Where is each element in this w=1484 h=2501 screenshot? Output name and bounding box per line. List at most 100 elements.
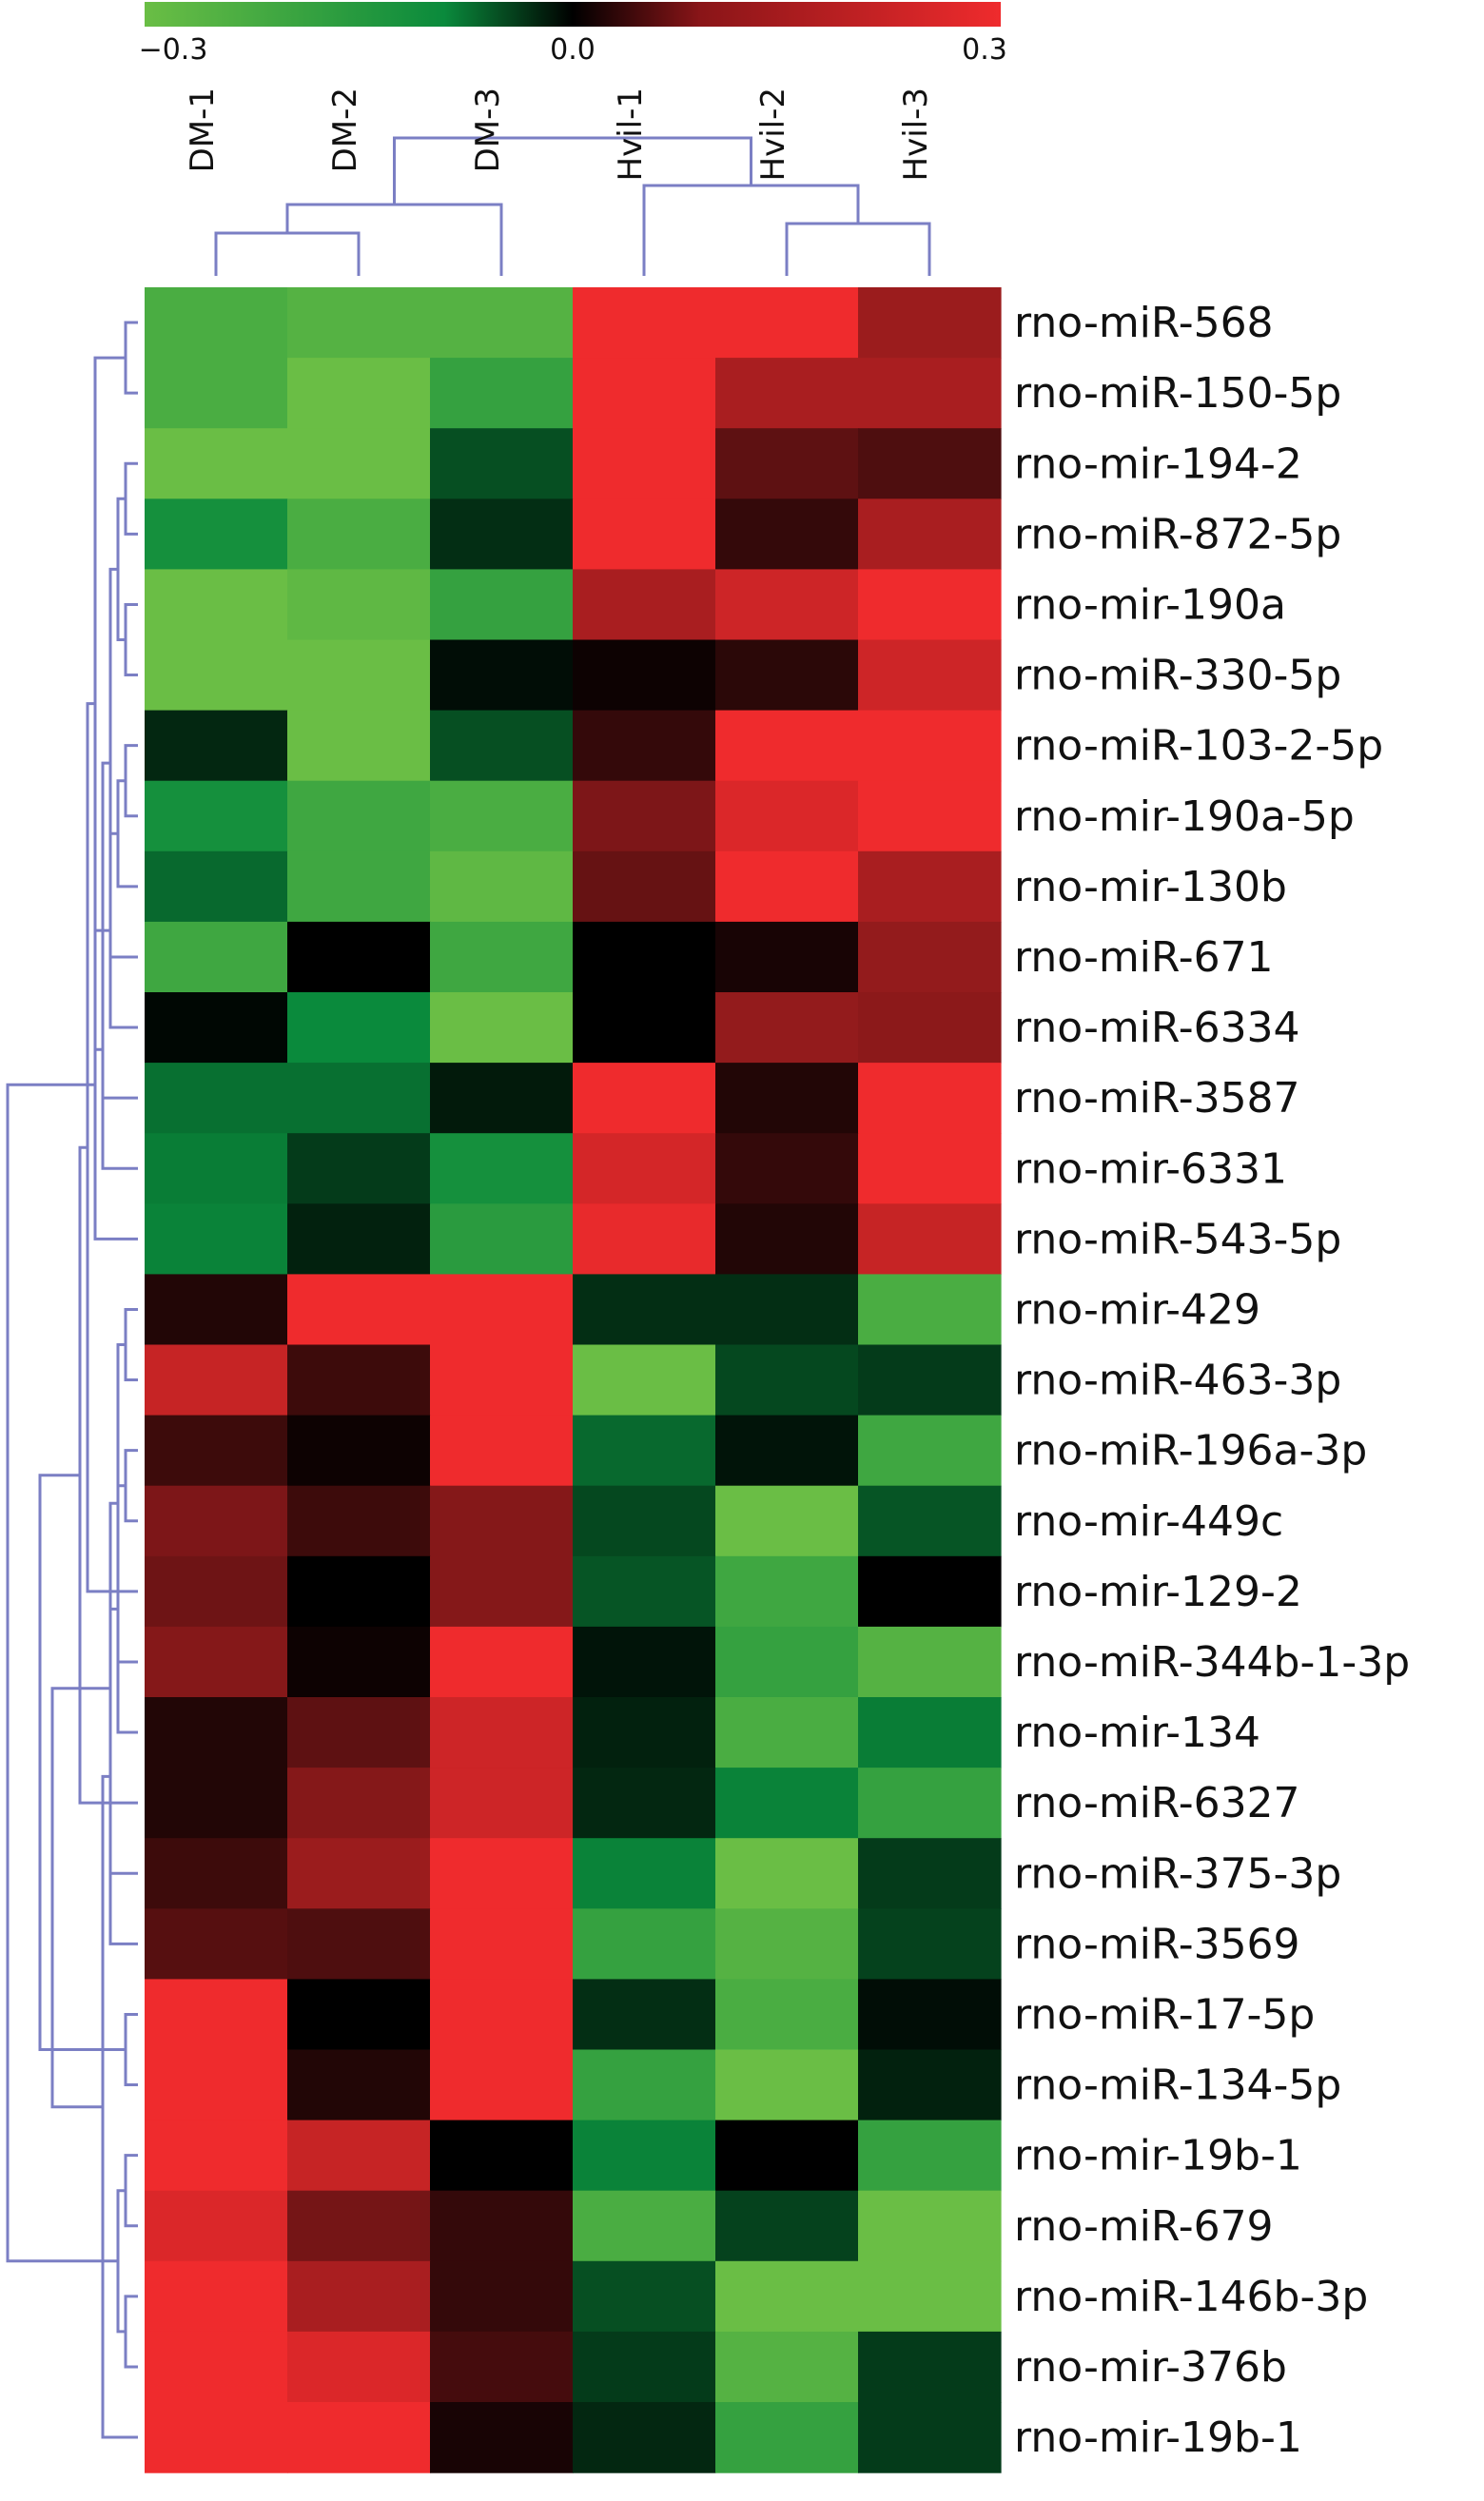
heatmap-cell xyxy=(287,1768,431,1839)
dendrogram-link xyxy=(393,136,752,205)
heatmap-cell xyxy=(145,2331,288,2403)
heatmap-cell xyxy=(287,428,431,499)
heatmap-cell xyxy=(715,1768,859,1839)
heatmap-cell xyxy=(145,287,288,359)
dendrogram-link xyxy=(116,1343,138,1664)
heatmap-cell xyxy=(573,780,716,852)
heatmap-cell xyxy=(145,921,288,993)
heatmap-cell xyxy=(145,428,288,499)
heatmap-cell xyxy=(145,710,288,782)
heatmap-cell xyxy=(858,1415,1002,1487)
dendrogram-link xyxy=(124,461,138,536)
dendrogram-link xyxy=(785,222,931,276)
heatmap-cell xyxy=(145,1063,288,1134)
heatmap-cell xyxy=(430,2260,574,2333)
row-label: rno-mir-429 xyxy=(1014,1285,1260,1334)
heatmap-cell xyxy=(145,1274,288,1346)
heatmap-cell xyxy=(287,1274,431,1346)
heatmap-cell xyxy=(858,1908,1002,1980)
row-label: rno-mir-190a xyxy=(1014,580,1286,629)
heatmap-cell xyxy=(573,2120,716,2192)
dendrogram-link xyxy=(108,831,138,1029)
heatmap-cell xyxy=(145,1415,288,1487)
heatmap-cell xyxy=(715,2049,859,2121)
heatmap-cell xyxy=(858,498,1002,570)
dendrogram-link xyxy=(285,203,503,276)
dendrogram-link xyxy=(116,1484,138,1734)
heatmap-cell xyxy=(430,1979,574,2051)
heatmap-cell xyxy=(715,2190,859,2262)
row-label: rno-mir-376b xyxy=(1014,2343,1287,2392)
heatmap-cell xyxy=(573,1063,716,1134)
heatmap-cell xyxy=(715,1697,859,1768)
row-label: rno-mir-449c xyxy=(1014,1497,1283,1546)
heatmap-cell xyxy=(858,2402,1002,2473)
heatmap-cell xyxy=(858,2260,1002,2333)
column-label: Hvil-2 xyxy=(754,88,792,181)
heatmap-cell xyxy=(715,710,859,782)
heatmap-cell xyxy=(430,921,574,993)
heatmap-cell xyxy=(287,1626,431,1698)
heatmap-cell xyxy=(430,1133,574,1204)
heatmap-cell xyxy=(858,921,1002,993)
heatmap-cell xyxy=(858,2120,1002,2192)
heatmap-cell xyxy=(287,2049,431,2121)
heatmap-cell xyxy=(145,780,288,852)
heatmap-cell xyxy=(715,639,859,712)
heatmap-cell xyxy=(573,1697,716,1768)
heatmap-cell xyxy=(573,1979,716,2051)
heatmap-cell xyxy=(715,569,859,641)
heatmap-cell xyxy=(287,992,431,1064)
row-label: rno-mir-129-2 xyxy=(1014,1568,1302,1616)
heatmap-cell xyxy=(858,1626,1002,1698)
heatmap-cell xyxy=(573,2402,716,2473)
heatmap-cell xyxy=(858,992,1002,1064)
heatmap-cell xyxy=(715,2402,859,2473)
row-label: rno-mir-190a-5p xyxy=(1014,792,1355,841)
row-label: rno-miR-872-5p xyxy=(1014,510,1341,558)
heatmap-cell xyxy=(430,992,574,1064)
heatmap-cell xyxy=(858,2190,1002,2262)
heatmap-cell xyxy=(573,2331,716,2403)
heatmap-cell xyxy=(573,358,716,429)
heatmap-cell xyxy=(145,1908,288,1980)
heatmap-cell xyxy=(715,921,859,993)
heatmap-cell xyxy=(145,1979,288,2051)
heatmap-cell xyxy=(287,1979,431,2051)
heatmap-cell xyxy=(858,428,1002,499)
row-label: rno-miR-6334 xyxy=(1014,1004,1300,1052)
heatmap-cell xyxy=(573,1133,716,1204)
heatmap-cell xyxy=(430,358,574,429)
row-label: rno-miR-3569 xyxy=(1014,1920,1300,1968)
heatmap-cell xyxy=(145,1485,288,1557)
heatmap-cell xyxy=(430,710,574,782)
row-label: rno-miR-146b-3p xyxy=(1014,2273,1368,2321)
dendrogram-link xyxy=(124,2295,138,2369)
heatmap-cell xyxy=(145,2260,288,2333)
heatmap-cell xyxy=(858,1838,1002,1909)
column-label: DM-3 xyxy=(469,88,507,172)
heatmap-cell xyxy=(858,1133,1002,1204)
heatmap-cell xyxy=(858,287,1002,359)
heatmap-cell xyxy=(430,1768,574,1839)
heatmap-cell xyxy=(287,1063,431,1134)
heatmap-cell xyxy=(858,1063,1002,1134)
heatmap-cell xyxy=(287,639,431,712)
heatmap-cell xyxy=(145,1626,288,1698)
dendrogram-link xyxy=(124,1307,138,1382)
row-label: rno-miR-344b-1-3p xyxy=(1014,1638,1410,1687)
heatmap-cell xyxy=(858,1768,1002,1839)
dendrogram-link xyxy=(50,1687,110,2109)
row-label: rno-mir-194-2 xyxy=(1014,440,1302,488)
row-label: rno-mir-6331 xyxy=(1014,1144,1287,1193)
heatmap-cell xyxy=(145,1768,288,1839)
heatmap-cell xyxy=(430,1485,574,1557)
heatmap-cell xyxy=(858,2331,1002,2403)
row-label: rno-miR-103-2-5p xyxy=(1014,722,1383,771)
colorbar-min-label: −0.3 xyxy=(139,33,208,67)
heatmap-cell xyxy=(430,2049,574,2121)
heatmap-cell xyxy=(573,2049,716,2121)
heatmap-cell xyxy=(573,569,716,641)
heatmap-cell xyxy=(145,1344,288,1417)
colorbar-gradient xyxy=(145,2,1001,27)
